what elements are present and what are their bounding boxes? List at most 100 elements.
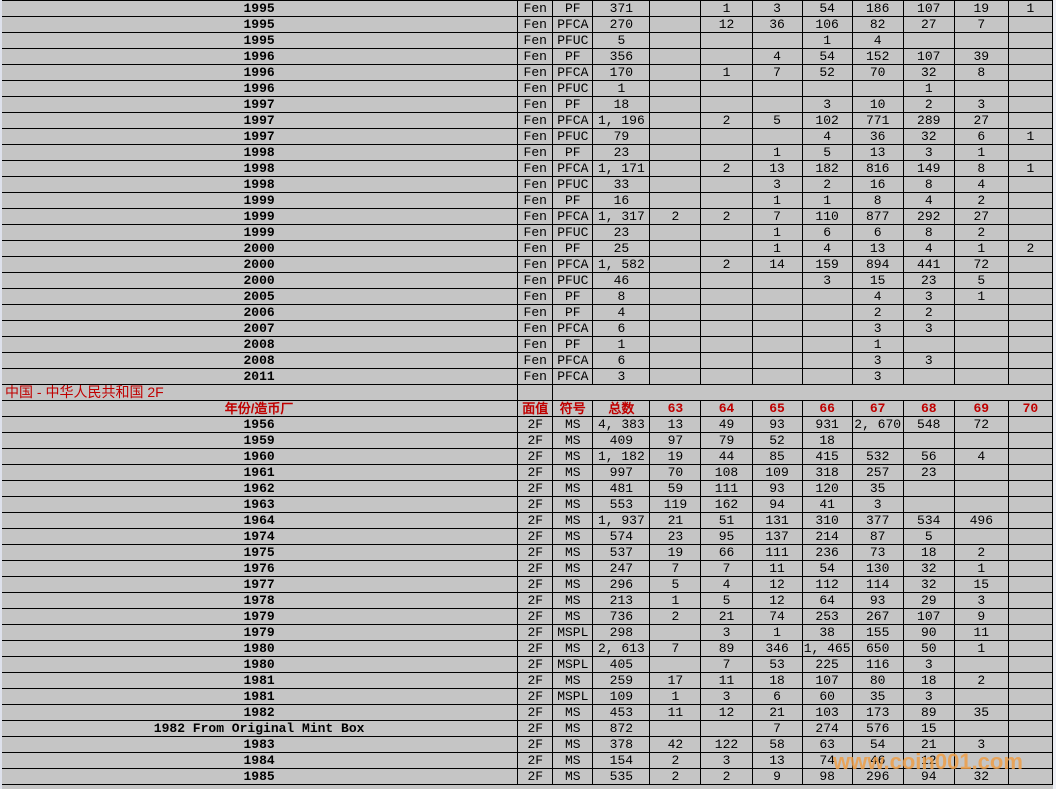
- cell-grade-69: 19: [953, 0, 1009, 17]
- cell-grade-68: 5: [902, 528, 955, 545]
- cell-grade-69: [953, 336, 1009, 353]
- cell-grade-64: 2: [700, 160, 753, 177]
- cell-denomination: Fen: [517, 304, 554, 321]
- cell-grade-65: 137: [751, 528, 803, 545]
- cell-grade-70: [1007, 48, 1054, 65]
- cell-denomination: Fen: [517, 96, 554, 113]
- cell-symbol: MS: [552, 752, 594, 769]
- cell-grade-68: 90: [902, 624, 955, 641]
- cell-grade-63: 59: [649, 480, 702, 497]
- cell-grade-65: 12: [751, 592, 803, 609]
- cell-grade-70: [1007, 480, 1054, 497]
- cell-total: 1, 582: [592, 256, 651, 273]
- cell-total: 574: [592, 528, 651, 545]
- cell-grade-69: 5: [953, 272, 1009, 289]
- cell-year: 1978: [1, 592, 519, 609]
- cell-grade-70: [1007, 688, 1054, 705]
- cell-grade-65: [751, 288, 803, 305]
- cell-grade-65: [751, 272, 803, 289]
- cell-grade-67: 532: [851, 448, 904, 465]
- cell-total: 1, 182: [592, 448, 651, 465]
- cell-grade-67: 16: [851, 176, 904, 193]
- table-row: 1964 2F MS 1, 937 21 51 131 310 377 534 496: [1, 512, 1054, 529]
- cell-grade-69: 32: [953, 768, 1009, 785]
- cell-grade-65: 74: [751, 608, 803, 625]
- header-symbol: 符号: [552, 400, 594, 417]
- header-grade-63: 63: [649, 400, 702, 417]
- cell-grade-66: 103: [801, 704, 853, 721]
- cell-denomination: 2F: [517, 480, 554, 497]
- cell-grade-69: 3: [953, 592, 1009, 609]
- cell-total: 154: [592, 752, 651, 769]
- cell-grade-70: [1007, 576, 1054, 593]
- cell-grade-69: 2: [953, 544, 1009, 561]
- table-row: 2005 Fen PF 8 4 3 1: [1, 288, 1054, 305]
- cell-grade-66: 236: [801, 544, 853, 561]
- cell-denomination: Fen: [517, 80, 554, 97]
- cell-total: 378: [592, 736, 651, 753]
- cell-denomination: 2F: [517, 448, 554, 465]
- cell-year: 1962: [1, 480, 519, 497]
- table-row: 1982 2F MS 453 11 12 21 103 173 89 35: [1, 704, 1054, 721]
- cell-grade-68: 32: [902, 576, 955, 593]
- header-total: 总数: [592, 400, 651, 417]
- cell-grade-64: [700, 288, 753, 305]
- cell-total: 16: [592, 192, 651, 209]
- table-row: 1976 2F MS 247 7 7 11 54 130 32 1: [1, 560, 1054, 577]
- cell-year: 1974: [1, 528, 519, 545]
- cell-grade-68: 23: [902, 464, 955, 481]
- cell-grade-68: [902, 480, 955, 497]
- table-row: 1996 Fen PFUC 1 1: [1, 80, 1054, 97]
- cell-grade-63: 7: [649, 560, 702, 577]
- cell-grade-65: 58: [751, 736, 803, 753]
- section-title-row: 中国 - 中华人民共和国 2F: [1, 384, 1053, 401]
- cell-grade-64: 3: [700, 624, 753, 641]
- cell-grade-67: 73: [851, 544, 904, 561]
- cell-denomination: Fen: [517, 160, 554, 177]
- cell-grade-65: 4: [751, 48, 803, 65]
- header-grade-66: 66: [801, 400, 853, 417]
- header-year: 年份/造币厂: [1, 400, 519, 417]
- cell-grade-67: 4: [851, 288, 904, 305]
- cell-symbol: PFUC: [552, 80, 594, 97]
- cell-grade-69: [953, 464, 1009, 481]
- cell-grade-65: 1: [751, 144, 803, 161]
- cell-grade-66: 225: [801, 656, 853, 673]
- cell-year: 1998: [1, 144, 519, 161]
- cell-denomination: 2F: [517, 656, 554, 673]
- cell-grade-66: 253: [801, 608, 853, 625]
- cell-grade-70: [1007, 320, 1054, 337]
- cell-year: 2008: [1, 352, 519, 369]
- cell-symbol: MS: [552, 528, 594, 545]
- cell-grade-68: 18: [902, 672, 955, 689]
- cell-symbol: MS: [552, 480, 594, 497]
- cell-grade-67: 93: [851, 592, 904, 609]
- cell-symbol: MS: [552, 544, 594, 561]
- cell-grade-64: 79: [700, 432, 753, 449]
- cell-grade-69: 2: [953, 672, 1009, 689]
- cell-grade-66: 5: [801, 144, 853, 161]
- cell-total: 259: [592, 672, 651, 689]
- cell-grade-64: [700, 176, 753, 193]
- cell-grade-69: 1: [953, 144, 1009, 161]
- cell-symbol: PFUC: [552, 32, 594, 49]
- cell-grade-64: [700, 240, 753, 257]
- table-row: 2007 Fen PFCA 6 3 3: [1, 320, 1054, 337]
- cell-grade-67: 82: [851, 16, 904, 33]
- cell-grade-67: 36: [851, 128, 904, 145]
- cell-grade-63: [649, 128, 702, 145]
- cell-grade-63: 70: [649, 464, 702, 481]
- cell-grade-67: 152: [851, 48, 904, 65]
- cell-grade-70: [1007, 144, 1054, 161]
- cell-total: 405: [592, 656, 651, 673]
- cell-denomination: 2F: [517, 624, 554, 641]
- cell-denomination: 2F: [517, 608, 554, 625]
- cell-grade-63: [649, 720, 702, 737]
- cell-grade-63: 2: [649, 768, 702, 785]
- f2-section: 1956 2F MS 4, 383 13 49 93 931 2, 670 548 72 1959 2F…: [1, 416, 1054, 785]
- cell-grade-64: 1: [700, 0, 753, 17]
- cell-total: 270: [592, 16, 651, 33]
- cell-grade-68: 27: [902, 16, 955, 33]
- cell-grade-67: 35: [851, 480, 904, 497]
- cell-grade-67: 296: [851, 768, 904, 785]
